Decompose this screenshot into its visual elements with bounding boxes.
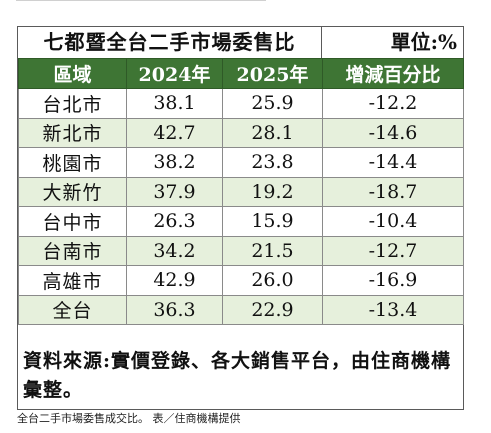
header-row: 區域 2024年 2025年 增減百分比 xyxy=(18,58,464,89)
value-2025-cell: 19.2 xyxy=(222,176,323,207)
region-cell: 桃園市 xyxy=(18,147,127,178)
region-cell: 新北市 xyxy=(18,117,127,148)
change-cell: -18.7 xyxy=(322,176,464,207)
region-cell: 台中市 xyxy=(18,206,127,237)
value-2024-cell: 42.9 xyxy=(126,265,223,296)
value-2025-cell: 15.9 xyxy=(222,206,323,237)
top-divider xyxy=(16,0,266,1)
value-2024-cell: 38.2 xyxy=(126,147,223,178)
table-title: 七都暨全台二手市場委售比 xyxy=(18,27,322,58)
value-2024-cell: 26.3 xyxy=(126,206,223,237)
header-2025: 2025年 xyxy=(222,58,323,89)
change-cell: -14.6 xyxy=(322,117,464,148)
value-2024-cell: 38.1 xyxy=(126,88,223,119)
header-region: 區域 xyxy=(18,58,127,89)
change-cell: -12.2 xyxy=(322,88,464,119)
value-2024-cell: 42.7 xyxy=(126,117,223,148)
region-cell: 大新竹 xyxy=(18,176,127,207)
table-row: 全台 36.3 22.9 -13.4 xyxy=(18,294,464,325)
value-2025-cell: 25.9 xyxy=(222,88,323,119)
value-2025-cell: 28.1 xyxy=(222,117,323,148)
source-note: 資料來源:實價登錄、各大銷售平台，由住商機構彙整。 xyxy=(23,350,452,401)
data-table: 區域 2024年 2025年 增減百分比 台北市 38.1 25.9 -12.2… xyxy=(18,58,464,325)
change-cell: -13.4 xyxy=(322,294,464,325)
change-cell: -16.9 xyxy=(322,265,464,296)
change-cell: -10.4 xyxy=(322,206,464,237)
table-figure: 七都暨全台二手市場委售比 單位:% 區域 2024年 2025年 增減百分比 台… xyxy=(17,26,464,410)
header-change: 增減百分比 xyxy=(322,58,464,89)
value-2024-cell: 37.9 xyxy=(126,176,223,207)
region-cell: 台南市 xyxy=(18,235,127,266)
value-2025-cell: 22.9 xyxy=(222,294,323,325)
table-row: 新北市 42.7 28.1 -14.6 xyxy=(18,117,464,148)
value-2024-cell: 36.3 xyxy=(126,294,223,325)
table-row: 高雄市 42.9 26.0 -16.9 xyxy=(18,265,464,296)
change-cell: -12.7 xyxy=(322,235,464,266)
value-2025-cell: 26.0 xyxy=(222,265,323,296)
header-2024: 2024年 xyxy=(126,58,223,89)
region-cell: 台北市 xyxy=(18,88,127,119)
unit-label: 單位:% xyxy=(390,30,457,54)
figure-caption: 全台二手市場委售成交比。 表／住商機構提供 xyxy=(17,412,241,425)
table-row: 台中市 26.3 15.9 -10.4 xyxy=(18,206,464,237)
change-cell: -14.4 xyxy=(322,147,464,178)
table-row: 台南市 34.2 21.5 -12.7 xyxy=(18,235,464,266)
region-cell: 全台 xyxy=(18,294,127,325)
table-row: 桃園市 38.2 23.8 -14.4 xyxy=(18,147,464,178)
table-row: 台北市 38.1 25.9 -12.2 xyxy=(18,88,464,119)
region-cell: 高雄市 xyxy=(18,265,127,296)
value-2025-cell: 23.8 xyxy=(222,147,323,178)
value-2025-cell: 21.5 xyxy=(222,235,323,266)
table-row: 大新竹 37.9 19.2 -18.7 xyxy=(18,176,464,207)
title-row: 七都暨全台二手市場委售比 單位:% xyxy=(18,27,463,58)
value-2024-cell: 34.2 xyxy=(126,235,223,266)
